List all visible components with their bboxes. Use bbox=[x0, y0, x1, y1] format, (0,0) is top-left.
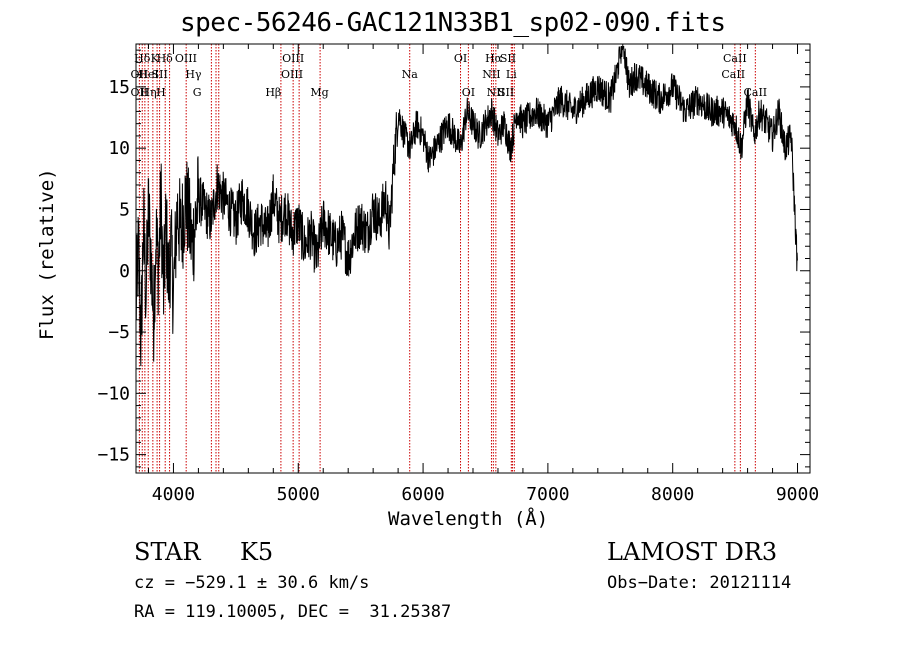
y-tick-label: −10 bbox=[97, 383, 130, 404]
line-id-label: NII bbox=[487, 86, 505, 99]
line-id-label: SII bbox=[500, 52, 516, 65]
y-tick-label: 15 bbox=[108, 77, 130, 98]
line-id-label: K bbox=[151, 52, 160, 65]
line-id-label: SII bbox=[152, 68, 168, 81]
line-id-label: CaII bbox=[743, 86, 767, 99]
line-id-label: Hη bbox=[140, 86, 156, 99]
x-tick-label: 4000 bbox=[152, 484, 195, 505]
line-id-label: CaII bbox=[721, 68, 745, 81]
x-tick-label: 6000 bbox=[401, 484, 444, 505]
observation-date: Obs−Date: 20121114 bbox=[607, 573, 792, 593]
line-id-label: G bbox=[193, 86, 202, 99]
line-id-label: OIII bbox=[282, 52, 304, 65]
survey-name: LAMOST DR3 bbox=[607, 538, 778, 566]
spectrum-line bbox=[135, 46, 798, 367]
line-id-label: NII bbox=[482, 68, 500, 81]
line-id-label: SII bbox=[498, 86, 514, 99]
line-id-label: OIII bbox=[175, 52, 197, 65]
x-axis-label: Wavelength (Å) bbox=[388, 508, 549, 530]
x-tick-label: 5000 bbox=[277, 484, 320, 505]
line-id-label: OII bbox=[131, 86, 149, 99]
x-tick-label: 7000 bbox=[526, 484, 569, 505]
object-class: STAR bbox=[134, 538, 201, 566]
line-id-label: Mg bbox=[310, 86, 328, 99]
x-tick-label: 8000 bbox=[651, 484, 694, 505]
chart-title: spec-56246-GAC121N33B1_sp02-090.fits bbox=[180, 8, 726, 38]
x-tick-label: 9000 bbox=[776, 484, 819, 505]
y-tick-label: −15 bbox=[97, 445, 130, 466]
line-id-label: Hγ bbox=[185, 68, 202, 81]
line-id-label: HeI bbox=[138, 68, 158, 81]
line-id-label: H bbox=[156, 86, 166, 99]
line-id-label: Hβ bbox=[265, 86, 281, 99]
line-id-label: Na bbox=[402, 68, 419, 81]
line-id-label: OII bbox=[131, 68, 149, 81]
line-id-label: Li bbox=[506, 68, 517, 81]
spectral-subclass: K5 bbox=[240, 538, 274, 566]
line-id-label: CaII bbox=[723, 52, 747, 65]
y-tick-label: 10 bbox=[108, 138, 130, 159]
line-id-label: OI bbox=[454, 52, 467, 65]
line-id-label: OI bbox=[462, 86, 475, 99]
line-id-label: Hδ bbox=[134, 52, 151, 65]
y-axis-label: Flux (relative) bbox=[36, 168, 58, 340]
ra-dec-coordinates: RA = 119.10005, DEC = 31.25387 bbox=[134, 602, 452, 622]
line-id-label: Hδ bbox=[157, 52, 174, 65]
redshift-cz: cz = −529.1 ± 30.6 km/s bbox=[134, 573, 370, 593]
y-tick-label: 0 bbox=[119, 261, 130, 282]
line-id-label: Hα bbox=[485, 52, 503, 65]
y-tick-label: −5 bbox=[108, 322, 130, 343]
y-tick-label: 5 bbox=[119, 199, 130, 220]
line-id-label: OIII bbox=[281, 68, 303, 81]
